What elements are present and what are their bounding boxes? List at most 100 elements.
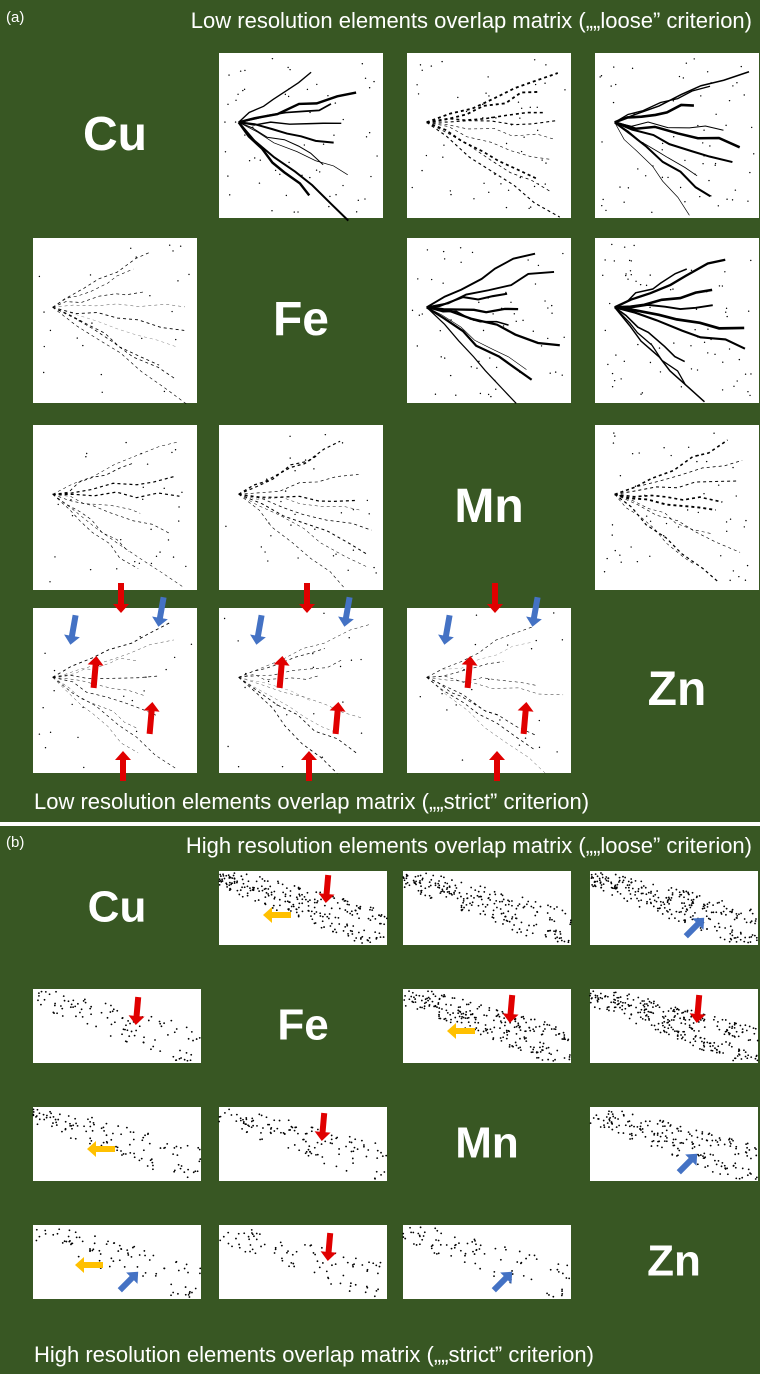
speck bbox=[694, 173, 695, 174]
speck bbox=[258, 890, 260, 892]
speck bbox=[183, 1171, 185, 1173]
speck bbox=[706, 1140, 708, 1142]
speck bbox=[441, 995, 443, 997]
speck bbox=[684, 1023, 686, 1025]
speck bbox=[530, 107, 531, 108]
speck bbox=[314, 1147, 316, 1149]
speck bbox=[44, 653, 45, 654]
speck bbox=[467, 897, 469, 899]
speck bbox=[726, 908, 728, 910]
speck bbox=[287, 1250, 289, 1252]
overlap-map bbox=[595, 53, 759, 218]
speck bbox=[380, 1262, 382, 1264]
speck bbox=[673, 100, 674, 101]
speck bbox=[680, 187, 681, 188]
speck bbox=[611, 1129, 613, 1131]
overlap-map bbox=[219, 1225, 387, 1299]
speck bbox=[61, 1131, 63, 1133]
speck bbox=[629, 1133, 631, 1135]
speck bbox=[610, 85, 611, 86]
speck bbox=[686, 1011, 688, 1013]
speck bbox=[218, 880, 220, 882]
speck bbox=[599, 1008, 601, 1010]
speck bbox=[747, 1054, 749, 1056]
speck bbox=[642, 142, 643, 143]
speck bbox=[225, 526, 226, 527]
speck bbox=[52, 1234, 54, 1236]
speck bbox=[190, 1059, 192, 1061]
speck bbox=[559, 937, 561, 939]
speck bbox=[623, 202, 624, 203]
speck bbox=[372, 1262, 374, 1264]
speck bbox=[493, 1271, 495, 1273]
speck bbox=[314, 902, 316, 904]
speck bbox=[755, 1178, 757, 1180]
speck bbox=[721, 1162, 723, 1164]
speck bbox=[488, 897, 490, 899]
speck bbox=[294, 211, 295, 212]
speck bbox=[375, 572, 376, 573]
speck bbox=[442, 156, 443, 157]
speck bbox=[514, 1020, 516, 1022]
speck bbox=[723, 911, 725, 913]
speck bbox=[297, 1133, 299, 1135]
speck bbox=[710, 1050, 712, 1052]
speck bbox=[613, 432, 614, 433]
speck bbox=[640, 1122, 642, 1124]
speck bbox=[440, 875, 442, 877]
speck bbox=[385, 1155, 387, 1157]
speck bbox=[680, 1126, 682, 1128]
speck bbox=[116, 568, 117, 569]
speck bbox=[43, 1114, 45, 1116]
speck bbox=[729, 1026, 731, 1028]
speck bbox=[335, 102, 336, 103]
speck bbox=[703, 1157, 705, 1159]
speck bbox=[458, 1242, 460, 1244]
speck bbox=[490, 396, 491, 397]
speck bbox=[670, 455, 671, 456]
speck bbox=[308, 1149, 310, 1151]
speck bbox=[684, 160, 685, 161]
speck bbox=[755, 1055, 757, 1057]
speck bbox=[42, 707, 43, 708]
speck bbox=[309, 1245, 311, 1247]
speck bbox=[409, 884, 411, 886]
speck bbox=[666, 1140, 668, 1142]
map-image bbox=[403, 871, 571, 945]
speck bbox=[625, 273, 626, 274]
speck bbox=[234, 878, 236, 880]
speck bbox=[228, 74, 229, 75]
speck bbox=[534, 1255, 536, 1257]
speck bbox=[697, 336, 698, 337]
speck bbox=[712, 911, 714, 913]
speck bbox=[601, 141, 602, 142]
speck bbox=[619, 877, 621, 879]
speck bbox=[488, 394, 489, 395]
speck bbox=[471, 366, 472, 367]
speck bbox=[645, 1015, 647, 1017]
speck bbox=[438, 1240, 440, 1242]
speck bbox=[75, 1138, 77, 1140]
speck bbox=[345, 1146, 347, 1148]
speck bbox=[611, 1111, 613, 1113]
speck bbox=[105, 1003, 107, 1005]
speck bbox=[482, 904, 484, 906]
speck bbox=[612, 373, 613, 374]
speck bbox=[313, 1252, 315, 1254]
speck bbox=[506, 207, 507, 208]
speck bbox=[684, 1034, 686, 1036]
speck bbox=[519, 903, 521, 905]
speck bbox=[290, 890, 292, 892]
speck bbox=[268, 895, 270, 897]
speck bbox=[256, 1233, 258, 1235]
speck bbox=[491, 117, 492, 118]
speck bbox=[623, 898, 625, 900]
figure: (a)Low resolution elements overlap matri… bbox=[0, 0, 760, 1374]
speck bbox=[611, 887, 613, 889]
speck bbox=[551, 313, 552, 314]
speck bbox=[590, 993, 592, 995]
speck bbox=[462, 999, 464, 1001]
speck bbox=[667, 901, 669, 903]
speck bbox=[480, 1034, 482, 1036]
speck bbox=[434, 1227, 436, 1229]
